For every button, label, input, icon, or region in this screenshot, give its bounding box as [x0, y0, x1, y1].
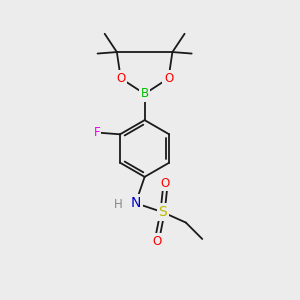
Text: O: O	[160, 177, 170, 190]
Text: O: O	[152, 235, 161, 248]
Text: F: F	[94, 126, 100, 139]
Text: N: N	[130, 196, 141, 210]
Text: O: O	[164, 72, 173, 85]
Text: S: S	[158, 205, 167, 219]
Text: B: B	[141, 87, 149, 101]
Text: H: H	[113, 198, 122, 211]
Text: O: O	[116, 72, 125, 85]
